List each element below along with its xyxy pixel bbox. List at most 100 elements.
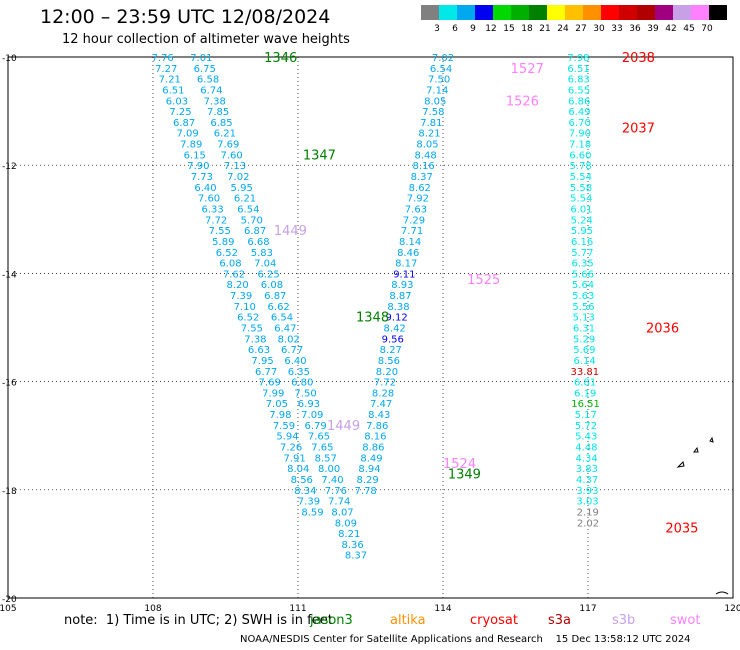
wave-height-value: 7.25 (169, 107, 191, 118)
scale-label: 27 (575, 24, 587, 34)
wave-height-value: 6.74 (200, 85, 222, 96)
pass-number-label: 1525 (467, 273, 500, 288)
wave-height-value: 5.70 (241, 215, 263, 226)
wave-height-value: 6.87 (173, 118, 195, 129)
scale-label: 15 (503, 24, 515, 34)
wave-height-value: 8.49 (360, 453, 382, 464)
wave-height-value: 6.16 (571, 237, 593, 248)
x-tick-label: 117 (579, 604, 596, 614)
wave-height-value: 5.58 (570, 183, 592, 194)
wave-height-value: 6.60 (569, 150, 591, 161)
pass-number-label: 1524 (443, 457, 476, 472)
scale-label: 30 (593, 24, 605, 34)
wave-height-value: 7.89 (180, 140, 202, 151)
wave-height-value: 7.26 (280, 443, 302, 454)
pass-number-label: 2038 (622, 51, 655, 66)
wave-height-value: 7.40 (321, 475, 343, 486)
wave-height-value: 6.70 (569, 118, 591, 129)
wave-height-value: 8.56 (378, 356, 400, 367)
wave-height-value: 5.77 (571, 248, 593, 259)
scale-label: 42 (665, 24, 677, 34)
wave-height-value: 8.46 (397, 248, 419, 259)
scale-label: 24 (557, 24, 569, 34)
wave-height-value: 8.09 (335, 518, 357, 529)
wave-height-value: 6.87 (244, 226, 266, 237)
wave-height-value: 7.29 (403, 215, 425, 226)
wave-height-value: 5.43 (575, 432, 597, 443)
wave-height-value: 6.54 (271, 313, 293, 324)
wave-height-value: 8.37 (411, 172, 433, 183)
wave-height-value: 7.81 (420, 118, 442, 129)
y-tick-label: -20 (2, 595, 17, 605)
wave-height-value: 6.77 (255, 367, 277, 378)
wave-height-value: 8.00 (318, 464, 340, 475)
pass-number-label: 2035 (665, 522, 698, 537)
pass-number-label: 1526 (506, 94, 539, 109)
coastline-islands (676, 436, 714, 468)
wave-height-value: 7.38 (244, 334, 266, 345)
scale-swatch (655, 5, 673, 20)
wave-height-value: 7.90 (569, 129, 591, 140)
x-tick-label: 114 (434, 604, 451, 614)
wave-height-value: 6.35 (288, 367, 310, 378)
wave-height-value: 8.27 (380, 345, 402, 356)
x-tick-label: 105 (0, 604, 17, 614)
wave-height-value: 7.50 (428, 75, 450, 86)
wave-height-value: 5.94 (276, 432, 298, 443)
scale-label: 12 (485, 24, 497, 34)
footer-credit: NOAA/NESDIS Center for Satellite Applica… (240, 634, 691, 645)
wave-height-value: 6.58 (197, 75, 219, 86)
wave-height-value: 6.19 (574, 388, 596, 399)
wave-height-value: 6.80 (291, 378, 313, 389)
wave-height-value: 7.73 (191, 172, 213, 183)
wave-height-value: 6.87 (264, 291, 286, 302)
wave-height-value: 6.77 (281, 345, 303, 356)
wave-height-value: 7.39 (298, 497, 320, 508)
pass-number-label: 1347 (303, 148, 336, 163)
legend-s3b: s3b (612, 613, 636, 628)
wave-height-value: 7.55 (209, 226, 231, 237)
plot-frame (7, 56, 734, 599)
wave-height-value: 7.62 (223, 269, 245, 280)
scale-swatch (475, 5, 493, 20)
scale-swatch (457, 5, 475, 20)
wave-height-value: 7.38 (204, 96, 226, 107)
wave-height-value: 6.47 (274, 324, 296, 335)
wave-height-value: 8.16 (364, 432, 386, 443)
wave-height-value: 6.93 (298, 399, 320, 410)
scale-label: 33 (611, 24, 623, 34)
wave-height-value: 7.10 (234, 302, 256, 313)
wave-height-value: 8.14 (399, 237, 421, 248)
wave-height-value: 2.19 (577, 507, 599, 518)
scale-swatch (529, 5, 547, 20)
wave-height-value: 7.13 (224, 161, 246, 172)
wave-height-value: 8.21 (418, 129, 440, 140)
wave-height-value: 7.27 (155, 64, 177, 75)
wave-height-value: 7.18 (569, 140, 591, 151)
wave-height-value: 5.63 (572, 291, 594, 302)
wave-height-value: 7.91 (284, 453, 306, 464)
scale-swatch (493, 5, 511, 20)
scale-label: 9 (470, 24, 476, 34)
y-tick-label: -18 (2, 487, 17, 497)
scale-label: 39 (647, 24, 659, 34)
wave-height-value: 7.92 (407, 194, 429, 205)
wave-height-value: 8.05 (424, 96, 446, 107)
y-tick-label: -16 (2, 379, 17, 389)
wave-height-value: 7.76 (325, 486, 347, 497)
wave-height-value: 7.01 (190, 53, 212, 64)
wave-height-value: 8.59 (301, 507, 323, 518)
scale-swatch (673, 5, 691, 20)
wave-height-value: 6.21 (214, 129, 236, 140)
legend-s3a: s3a (548, 613, 572, 628)
wave-height-value: 8.57 (315, 453, 337, 464)
wave-height-value: 5.69 (573, 345, 595, 356)
wave-height-value: 7.69 (217, 140, 239, 151)
wave-height-value: 4.37 (576, 475, 598, 486)
wave-height-value: 6.40 (194, 183, 216, 194)
wave-height-value: 8.20 (226, 280, 248, 291)
wave-height-value: 6.15 (184, 150, 206, 161)
legend-altika: altika (390, 613, 426, 628)
wave-height-value: 5.66 (572, 269, 594, 280)
wave-height-value: 6.35 (571, 259, 593, 270)
